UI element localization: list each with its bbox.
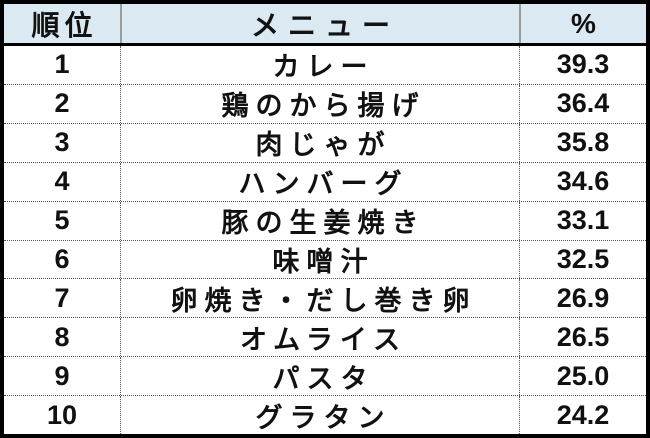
table-row: 4 ハンバーグ 34.6: [4, 161, 646, 201]
rank-cell: 6: [54, 243, 70, 274]
percent-cell: 36.4: [519, 84, 646, 123]
menu-cell: 卵焼き・だし巻き卵: [120, 279, 519, 318]
rank-cell: 5: [54, 205, 70, 236]
menu-cell: 豚の生姜焼き: [120, 201, 519, 240]
rank-cell: 3: [54, 127, 70, 158]
percent-cell: 26.5: [519, 318, 646, 357]
rank-cell: 1: [54, 49, 70, 80]
column-header-percent: %: [519, 4, 646, 43]
menu-cell: ハンバーグ: [120, 162, 519, 201]
table-header-row: 順位 メニュー %: [4, 4, 646, 46]
table-body: 1 カレー 39.3 2 鶏のから揚げ 36.4 3 肉じゃが 35.8 4 ハ…: [4, 46, 646, 435]
menu-cell: 味噌汁: [120, 240, 519, 279]
table-row: 7 卵焼き・だし巻き卵 26.9: [4, 278, 646, 318]
percent-cell: 34.6: [519, 162, 646, 201]
percent-cell: 32.5: [519, 240, 646, 279]
percent-cell: 26.9: [519, 279, 646, 318]
table-row: 1 カレー 39.3: [4, 46, 646, 84]
menu-cell: カレー: [120, 46, 519, 84]
menu-cell: 肉じゃが: [120, 123, 519, 162]
rank-cell: 2: [54, 88, 70, 119]
menu-cell: パスタ: [120, 357, 519, 396]
rank-cell: 8: [54, 321, 70, 352]
rank-cell: 4: [54, 166, 70, 197]
percent-cell: 25.0: [519, 357, 646, 396]
table-row: 2 鶏のから揚げ 36.4: [4, 83, 646, 123]
menu-cell: グラタン: [120, 396, 519, 435]
rank-cell: 7: [54, 282, 70, 313]
percent-cell: 33.1: [519, 201, 646, 240]
table-row: 10 グラタン 24.2: [4, 395, 646, 435]
column-header-rank: 順位: [31, 9, 98, 41]
percent-cell: 24.2: [519, 396, 646, 435]
percent-cell: 39.3: [519, 46, 646, 84]
table-row: 9 パスタ 25.0: [4, 356, 646, 396]
rank-cell: 10: [46, 399, 78, 430]
table-row: 5 豚の生姜焼き 33.1: [4, 200, 646, 240]
menu-cell: オムライス: [120, 318, 519, 357]
column-header-menu: メニュー: [120, 4, 519, 43]
table-row: 6 味噌汁 32.5: [4, 239, 646, 279]
table-row: 8 オムライス 26.5: [4, 317, 646, 357]
percent-cell: 35.8: [519, 123, 646, 162]
table-row: 3 肉じゃが 35.8: [4, 122, 646, 162]
rank-cell: 9: [54, 360, 70, 391]
menu-cell: 鶏のから揚げ: [120, 84, 519, 123]
